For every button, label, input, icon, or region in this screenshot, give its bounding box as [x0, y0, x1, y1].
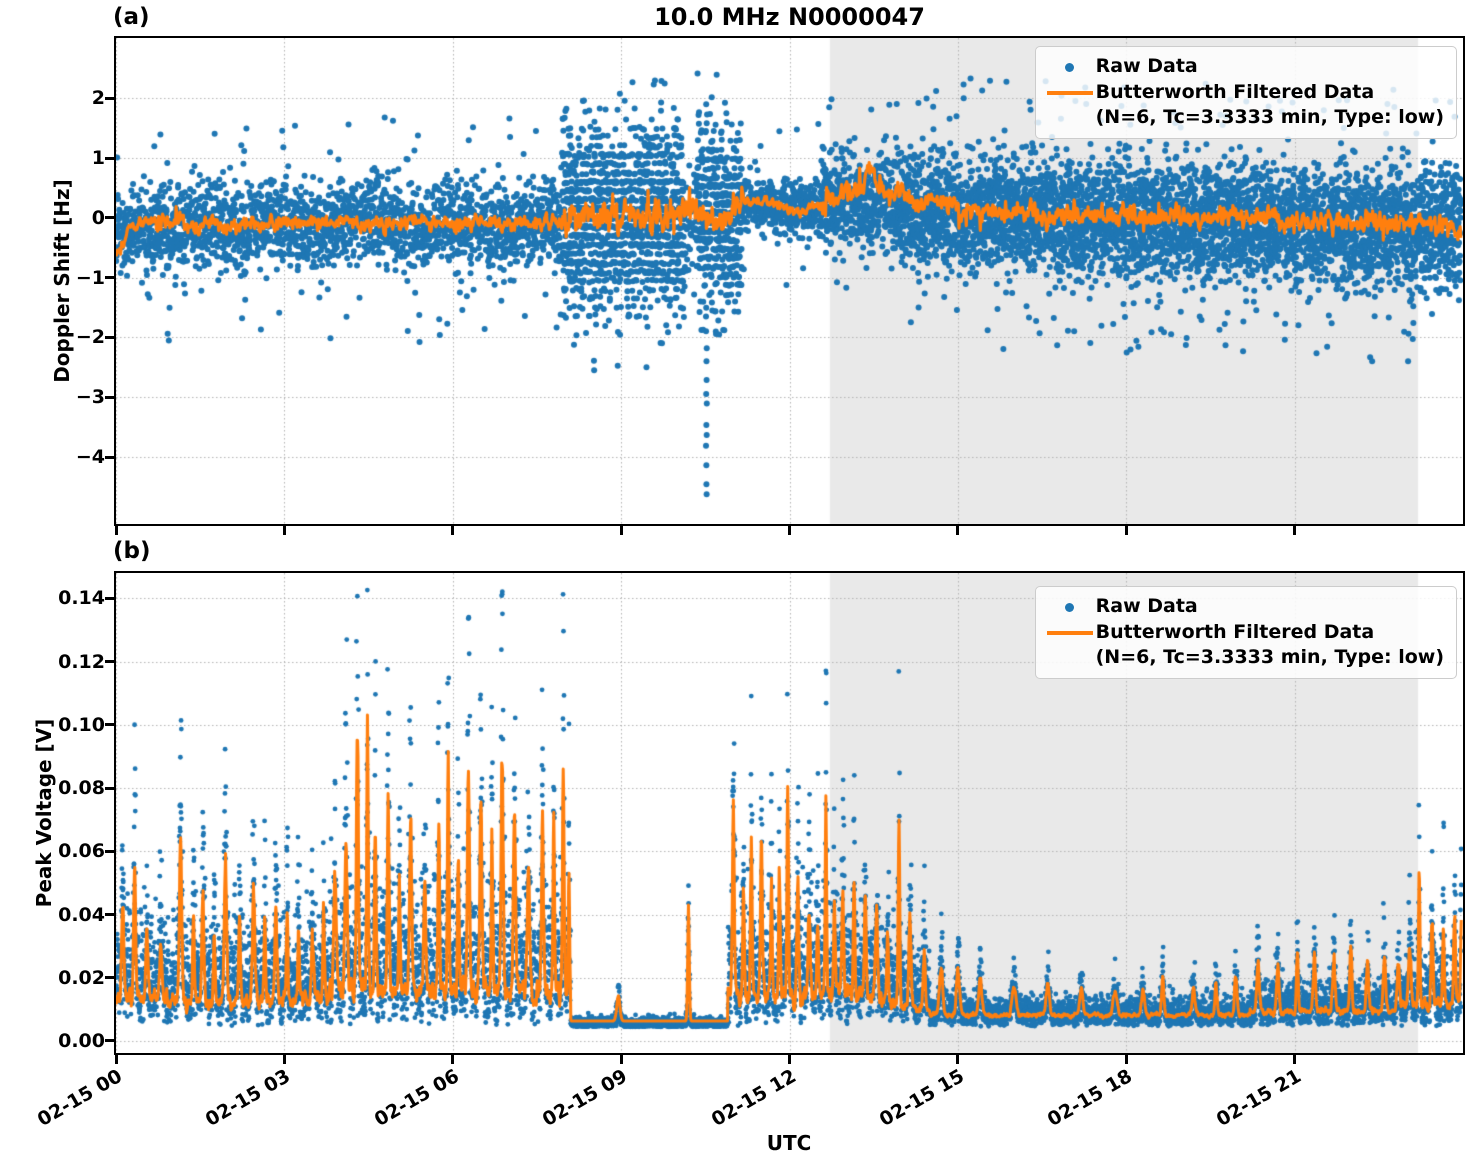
- y-tick-label: −2: [75, 326, 105, 349]
- legend-raw-entry: Raw Data: [1044, 54, 1444, 80]
- filtered-data-line-icon: [1044, 80, 1096, 106]
- y-tick-mark: [105, 596, 114, 600]
- x-tick-label: 02-15 09: [538, 1065, 632, 1131]
- y-tick-label: 0.08: [58, 777, 105, 800]
- legend-raw-label: Raw Data: [1095, 595, 1198, 617]
- filtered-data-line-icon: [1044, 620, 1096, 646]
- x-tick-label: 02-15 00: [33, 1065, 126, 1131]
- y-tick-label: 0: [91, 206, 105, 229]
- legend-raw-label: Raw Data: [1095, 55, 1198, 77]
- legend-filtered-label: Butterworth Filtered Data: [1095, 81, 1375, 103]
- y-tick-mark: [105, 216, 114, 220]
- x-tick-mark: [956, 526, 960, 535]
- panel-a-legend: Raw Data Butterworth Filtered Data (N=6,…: [1034, 46, 1457, 139]
- x-tick-mark: [788, 1055, 791, 1064]
- y-tick-label: 2: [91, 87, 105, 110]
- x-tick-mark: [1293, 1055, 1297, 1064]
- x-tick-mark: [619, 1055, 623, 1064]
- raw-data-dot-icon: [1044, 594, 1096, 620]
- y-tick-label: 0.10: [58, 713, 105, 736]
- y-tick-mark: [105, 976, 114, 980]
- y-tick-label: 0.12: [58, 650, 105, 673]
- x-tick-mark: [956, 1055, 960, 1064]
- panel-b-plot-area: Raw Data Butterworth Filtered Data (N=6,…: [114, 571, 1465, 1055]
- legend-filtered-entry: Butterworth Filtered Data (N=6, Tc=3.333…: [1044, 80, 1444, 130]
- raw-data-dot-icon: [1044, 54, 1096, 80]
- x-tick-mark: [1124, 526, 1128, 535]
- x-tick-label: 02-15 15: [875, 1065, 968, 1131]
- x-axis-label: UTC: [766, 1131, 812, 1155]
- panel-b-legend: Raw Data Butterworth Filtered Data (N=6,…: [1034, 586, 1457, 679]
- x-tick-mark: [1293, 526, 1297, 535]
- x-tick-label: 02-15 06: [370, 1065, 463, 1131]
- y-tick-mark: [105, 1039, 114, 1043]
- legend-raw-entry: Raw Data: [1044, 594, 1444, 620]
- y-tick-mark: [105, 660, 114, 664]
- y-tick-mark: [105, 723, 114, 727]
- panel-b-label: (b): [113, 538, 151, 564]
- panel-a-plot-area: Raw Data Butterworth Filtered Data (N=6,…: [114, 36, 1465, 526]
- x-tick-mark: [114, 526, 118, 535]
- x-tick-label: 02-15 03: [202, 1065, 295, 1131]
- y-tick-label: −1: [75, 266, 105, 289]
- y-tick-label: 0.14: [58, 587, 105, 610]
- y-tick-mark: [105, 156, 114, 160]
- y-tick-label: 1: [91, 147, 105, 170]
- y-tick-mark: [105, 786, 114, 790]
- x-tick-mark: [451, 526, 455, 535]
- y-tick-mark: [105, 96, 114, 100]
- y-tick-label: −4: [75, 446, 105, 469]
- figure-title: 10.0 MHz N0000047: [654, 3, 925, 31]
- legend-filtered-label: Butterworth Filtered Data: [1095, 621, 1375, 643]
- y-tick-label: 0.00: [58, 1029, 105, 1052]
- y-tick-label: 0.02: [58, 966, 105, 989]
- x-tick-mark: [451, 1055, 455, 1064]
- x-tick-mark: [619, 526, 623, 535]
- y-tick-label: 0.06: [58, 840, 105, 863]
- y-tick-mark: [105, 455, 114, 459]
- x-tick-mark: [114, 1055, 118, 1064]
- y-tick-label: −3: [75, 386, 105, 409]
- y-tick-mark: [105, 913, 114, 916]
- legend-filtered-params: (N=6, Tc=3.3333 min, Type: low): [1095, 646, 1444, 668]
- y-tick-label: 0.04: [58, 903, 105, 926]
- x-tick-mark: [1124, 1055, 1128, 1064]
- y-tick-mark: [105, 335, 114, 339]
- y-tick-mark: [105, 276, 114, 280]
- y-tick-mark: [105, 849, 114, 853]
- legend-filtered-params: (N=6, Tc=3.3333 min, Type: low): [1095, 106, 1444, 128]
- x-tick-label: 02-15 21: [1212, 1065, 1305, 1131]
- panel-b-ylabel: Peak Voltage [V]: [32, 718, 56, 908]
- x-tick-mark: [282, 1055, 286, 1064]
- y-tick-mark: [105, 395, 114, 399]
- x-tick-mark: [788, 526, 791, 535]
- x-tick-mark: [282, 526, 286, 535]
- panel-a-label: (a): [113, 4, 150, 30]
- legend-filtered-entry: Butterworth Filtered Data (N=6, Tc=3.333…: [1044, 620, 1444, 670]
- x-tick-label: 02-15 18: [1043, 1065, 1137, 1131]
